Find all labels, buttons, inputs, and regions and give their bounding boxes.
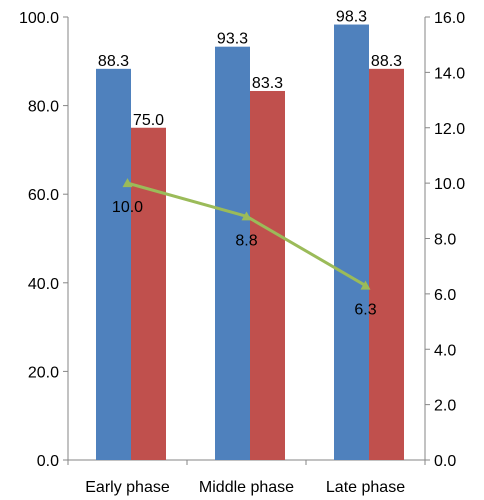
bar-data-label: 75.0 xyxy=(133,112,164,129)
axes: 0.0 20.0 40.0 60.0 80.0 100.0 0.0 2.0 4.0 6.0 8.0 1… xyxy=(19,10,465,496)
line-data-label: 6.3 xyxy=(354,302,376,319)
y-right-tick-label: 2.0 xyxy=(434,398,456,415)
y-right-tick-label: 0.0 xyxy=(434,453,456,470)
y-right-tick-label: 14.0 xyxy=(434,65,465,82)
y-left-tick-label: 0.0 xyxy=(37,453,59,470)
y-right-tick-label: 16.0 xyxy=(434,10,465,27)
bar xyxy=(369,68,404,461)
y-left-tick-label: 40.0 xyxy=(28,276,59,293)
line-data-label: 8.8 xyxy=(235,232,257,249)
bar xyxy=(250,90,285,460)
y-right-tick-label: 8.0 xyxy=(434,232,456,249)
y-right-tick-label: 12.0 xyxy=(434,121,465,138)
y-right-tick-label: 4.0 xyxy=(434,342,456,359)
bar-data-label: 88.3 xyxy=(98,53,129,70)
x-tick-label: Late phase xyxy=(326,479,405,496)
bar-data-label: 98.3 xyxy=(336,9,367,26)
line-marker xyxy=(360,280,371,290)
x-tick-label: Early phase xyxy=(85,479,170,496)
y-left-tick-label: 100.0 xyxy=(19,10,59,27)
bar xyxy=(334,24,369,460)
bar xyxy=(96,68,131,461)
y-left-tick-label: 60.0 xyxy=(28,187,59,204)
data-labels: 88.3 75.0 93.3 83.3 98.3 88.3 10.0 8.8 6.3 xyxy=(98,9,402,319)
line-data-label: 10.0 xyxy=(112,199,143,216)
line-series xyxy=(122,178,371,290)
line-marker xyxy=(122,178,133,188)
y-right-tick-label: 6.0 xyxy=(434,287,456,304)
y-right-tick-label: 10.0 xyxy=(434,176,465,193)
bars xyxy=(96,24,404,461)
x-tick-label: Middle phase xyxy=(199,479,294,496)
bar-data-label: 83.3 xyxy=(252,75,283,92)
y-left-tick-label: 80.0 xyxy=(28,99,59,116)
y-left-tick-label: 20.0 xyxy=(28,364,59,381)
bar-data-label: 93.3 xyxy=(217,31,248,48)
bar xyxy=(131,127,166,460)
line-marker xyxy=(241,211,252,221)
bar-data-label: 88.3 xyxy=(371,53,402,70)
bar xyxy=(215,46,250,460)
